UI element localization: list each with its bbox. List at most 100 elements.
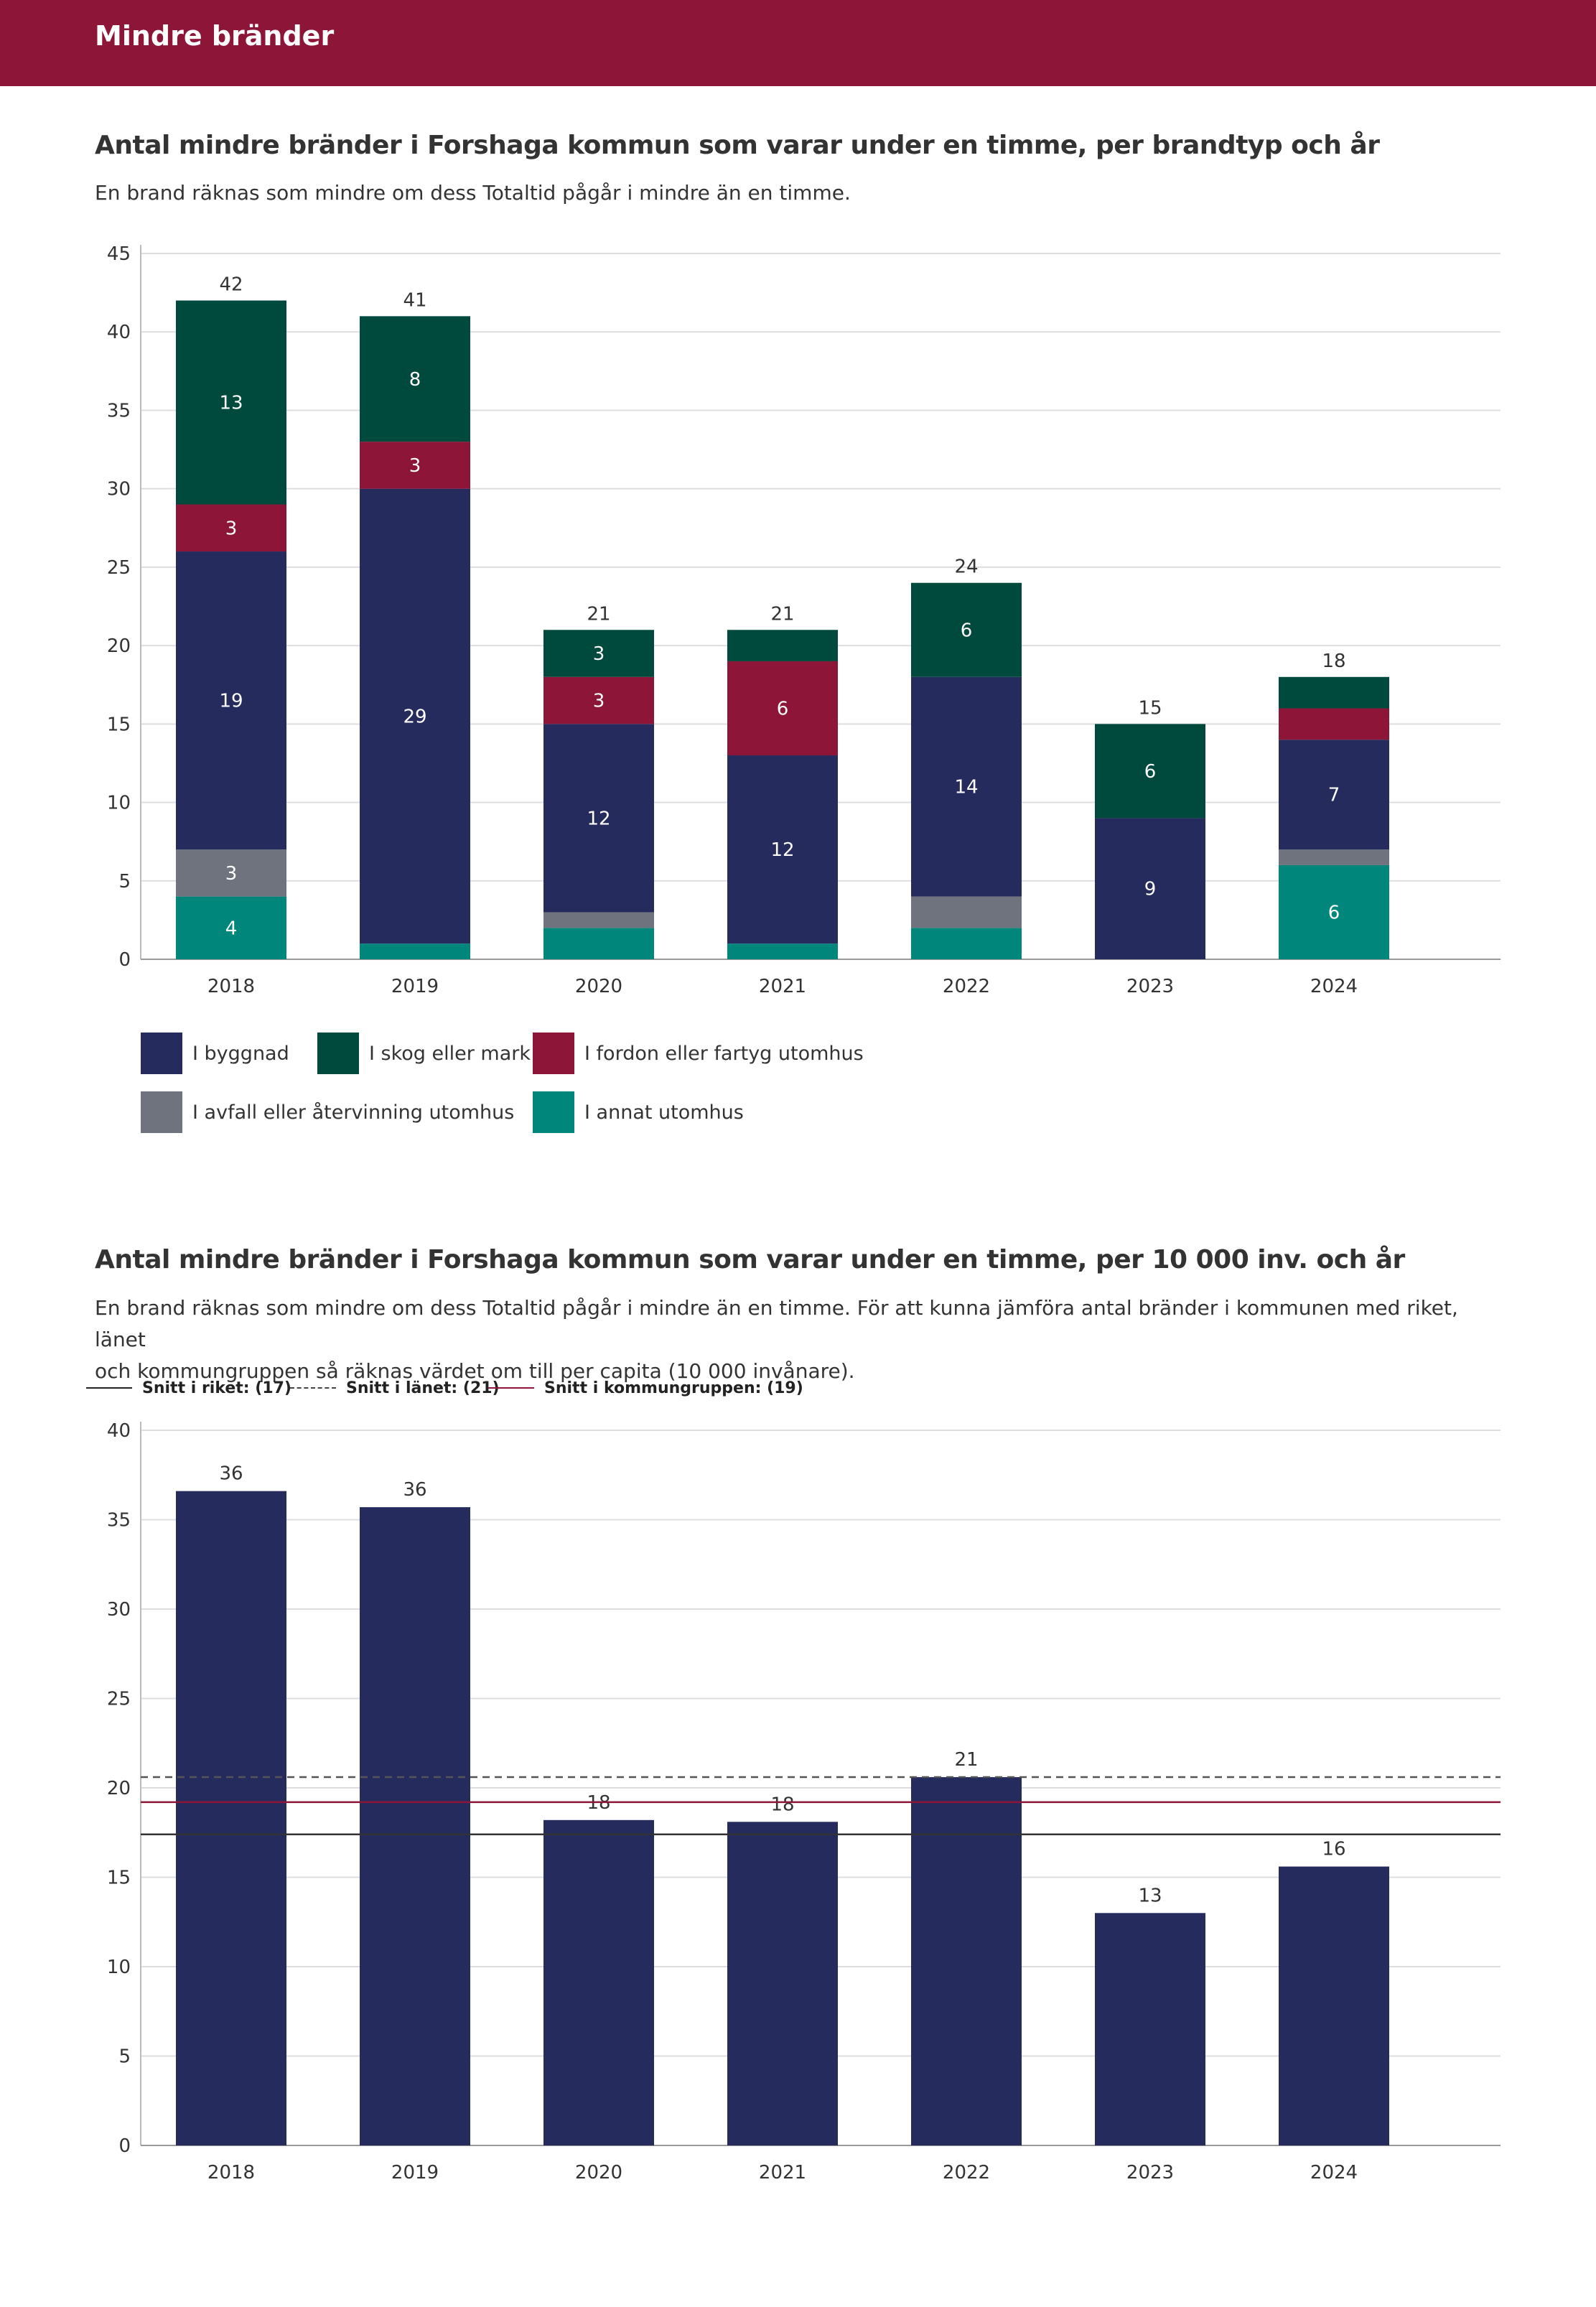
- header-bar: [0, 0, 1596, 86]
- legend-label: I avfall eller återvinning utomhus: [192, 1101, 515, 1124]
- legend-label: Snitt i riket: (17): [142, 1379, 291, 1397]
- y-tick-label: 5: [118, 2046, 131, 2068]
- legend-swatch: [141, 1091, 182, 1133]
- legend-item-riket: Snitt i riket: (17): [86, 1374, 291, 1402]
- legend-item-skog: I skog eller mark: [317, 1033, 531, 1074]
- bar-segment: [727, 755, 838, 944]
- bar-segment: [543, 912, 654, 928]
- legend-label: I skog eller mark: [369, 1042, 531, 1065]
- total-label: 41: [403, 289, 426, 311]
- bar-segment: [1095, 818, 1205, 959]
- x-tick-label: 2021: [759, 2162, 806, 2184]
- bar-value-label: 36: [219, 1463, 243, 1485]
- chart2-legend: Snitt i riket: (17) Snitt i länet: (21) …: [86, 1374, 804, 1402]
- y-tick-label: 30: [107, 1599, 131, 1621]
- bar-value-label: 13: [1138, 1885, 1162, 1906]
- y-tick-label: 40: [107, 322, 131, 343]
- y-tick-label: 45: [107, 243, 131, 265]
- y-tick-label: 0: [118, 2135, 131, 2157]
- y-tick-label: 20: [107, 1778, 131, 1799]
- legend-item-fordon: I fordon eller fartyg utomhus: [533, 1033, 864, 1074]
- stacked-bar-chart: 0 5 10 15 20 25 30 35 40 45 4 3 19 3 13 42 2018 29 3 8 41 201…: [107, 243, 1501, 997]
- x-tick-label: 2022: [943, 976, 990, 997]
- bar: [360, 1507, 470, 2145]
- chart2-subtitle: En brand räknas som mindre om dess Total…: [95, 1292, 1502, 1387]
- legend-item-avfall: I avfall eller återvinning utomhus: [141, 1091, 514, 1133]
- bar-value-label: 36: [403, 1479, 426, 1501]
- y-tick-label: 25: [107, 557, 131, 579]
- x-tick-label: 2018: [207, 2162, 255, 2184]
- segment-label: 3: [593, 691, 605, 712]
- bar-segment: [543, 630, 654, 677]
- bar-segment: [176, 896, 286, 959]
- bar-segment: [1279, 708, 1389, 740]
- y-tick-label: 20: [107, 635, 131, 657]
- y-tick-label: 10: [107, 1957, 131, 1978]
- y-tick-label: 10: [107, 793, 131, 814]
- segment-label: 19: [219, 691, 243, 712]
- legend-item-lanet: Snitt i länet: (21): [290, 1374, 500, 1402]
- segment-label: 6: [777, 698, 789, 719]
- x-tick-label: 2019: [391, 2162, 439, 2184]
- total-label: 21: [770, 603, 794, 625]
- bar-segment: [1279, 864, 1389, 959]
- segment-label: 6: [961, 620, 973, 641]
- x-tick-label: 2021: [759, 976, 806, 997]
- bar: [1095, 1913, 1205, 2145]
- bar-segment: [176, 849, 286, 897]
- legend-swatch: [533, 1033, 574, 1074]
- bar-value-label: 21: [954, 1749, 978, 1771]
- y-tick-label: 0: [118, 949, 131, 971]
- x-tick-label: 2018: [207, 976, 255, 997]
- legend-label: Snitt i kommungruppen: (19): [544, 1379, 803, 1397]
- legend-item-byggnad: I byggnad: [141, 1033, 289, 1074]
- bar-segment: [176, 300, 286, 505]
- bar-segment: [543, 676, 654, 724]
- bar-segment: [727, 943, 838, 959]
- total-label: 18: [1322, 651, 1345, 672]
- chart2-subtitle-line1: En brand räknas som mindre om dess Total…: [95, 1296, 1458, 1351]
- bar-value-label: 18: [770, 1794, 794, 1815]
- chart1-legend: I byggnad I skog eller mark I fordon ell…: [141, 1033, 1505, 1147]
- segment-label: 7: [1328, 785, 1340, 806]
- legend-label: I annat utomhus: [584, 1101, 744, 1124]
- legend-line-red: [488, 1387, 534, 1389]
- total-label: 15: [1138, 697, 1162, 719]
- bar: [727, 1822, 838, 2145]
- bar-segment: [1095, 724, 1205, 819]
- bar-segment: [1279, 676, 1389, 709]
- legend-item-kommungruppen: Snitt i kommungruppen: (19): [488, 1374, 803, 1402]
- bar-segment: [911, 676, 1022, 897]
- bar: [1279, 1866, 1389, 2145]
- bar-chart-per-capita: 0510152025303540362018362019182020182021…: [107, 1420, 1501, 2184]
- bar-segment: [176, 504, 286, 552]
- total-label: 42: [219, 274, 243, 296]
- segment-label: 3: [225, 863, 238, 885]
- y-tick-label: 15: [107, 1868, 131, 1889]
- bar-segment: [727, 630, 838, 661]
- legend-label: I byggnad: [192, 1042, 289, 1065]
- segment-label: 8: [409, 369, 421, 391]
- bar: [543, 1819, 654, 2145]
- x-tick-label: 2020: [575, 976, 622, 997]
- bar-segment: [360, 442, 470, 489]
- chart1-title: Antal mindre bränder i Forshaga kommun s…: [95, 131, 1380, 160]
- bar-segment: [543, 928, 654, 959]
- segment-label: 6: [1144, 761, 1157, 783]
- segment-label: 4: [225, 918, 238, 939]
- bar-segment: [360, 488, 470, 944]
- bar-segment: [911, 928, 1022, 959]
- y-tick-label: 15: [107, 714, 131, 735]
- legend-swatch: [317, 1033, 359, 1074]
- legend-swatch: [533, 1091, 574, 1133]
- y-tick-label: 25: [107, 1689, 131, 1710]
- total-label: 21: [587, 603, 610, 625]
- x-tick-label: 2022: [943, 2162, 990, 2184]
- legend-label: I fordon eller fartyg utomhus: [584, 1042, 864, 1065]
- legend-line-solid: [86, 1387, 132, 1389]
- y-tick-label: 30: [107, 479, 131, 500]
- bar-segment: [727, 661, 838, 756]
- legend-swatch: [141, 1033, 182, 1074]
- bar-segment: [1279, 740, 1389, 850]
- legend-item-annat: I annat utomhus: [533, 1091, 744, 1133]
